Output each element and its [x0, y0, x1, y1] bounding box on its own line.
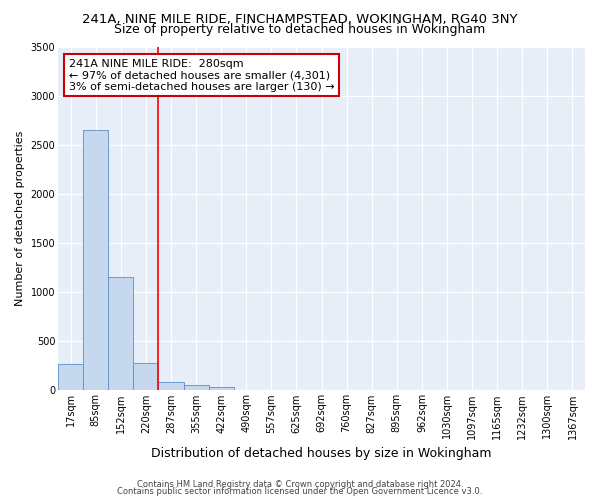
- X-axis label: Distribution of detached houses by size in Wokingham: Distribution of detached houses by size …: [151, 447, 492, 460]
- Y-axis label: Number of detached properties: Number of detached properties: [15, 131, 25, 306]
- Bar: [58, 364, 83, 390]
- Text: Contains HM Land Registry data © Crown copyright and database right 2024.: Contains HM Land Registry data © Crown c…: [137, 480, 463, 489]
- Bar: [209, 387, 234, 390]
- Text: 241A, NINE MILE RIDE, FINCHAMPSTEAD, WOKINGHAM, RG40 3NY: 241A, NINE MILE RIDE, FINCHAMPSTEAD, WOK…: [82, 12, 518, 26]
- Text: 241A NINE MILE RIDE:  280sqm
← 97% of detached houses are smaller (4,301)
3% of : 241A NINE MILE RIDE: 280sqm ← 97% of det…: [68, 58, 334, 92]
- Bar: [184, 385, 209, 390]
- Bar: [158, 382, 184, 390]
- Text: Size of property relative to detached houses in Wokingham: Size of property relative to detached ho…: [115, 22, 485, 36]
- Text: Contains public sector information licensed under the Open Government Licence v3: Contains public sector information licen…: [118, 487, 482, 496]
- Bar: [108, 278, 133, 390]
- Bar: [83, 130, 108, 390]
- Bar: [133, 363, 158, 390]
